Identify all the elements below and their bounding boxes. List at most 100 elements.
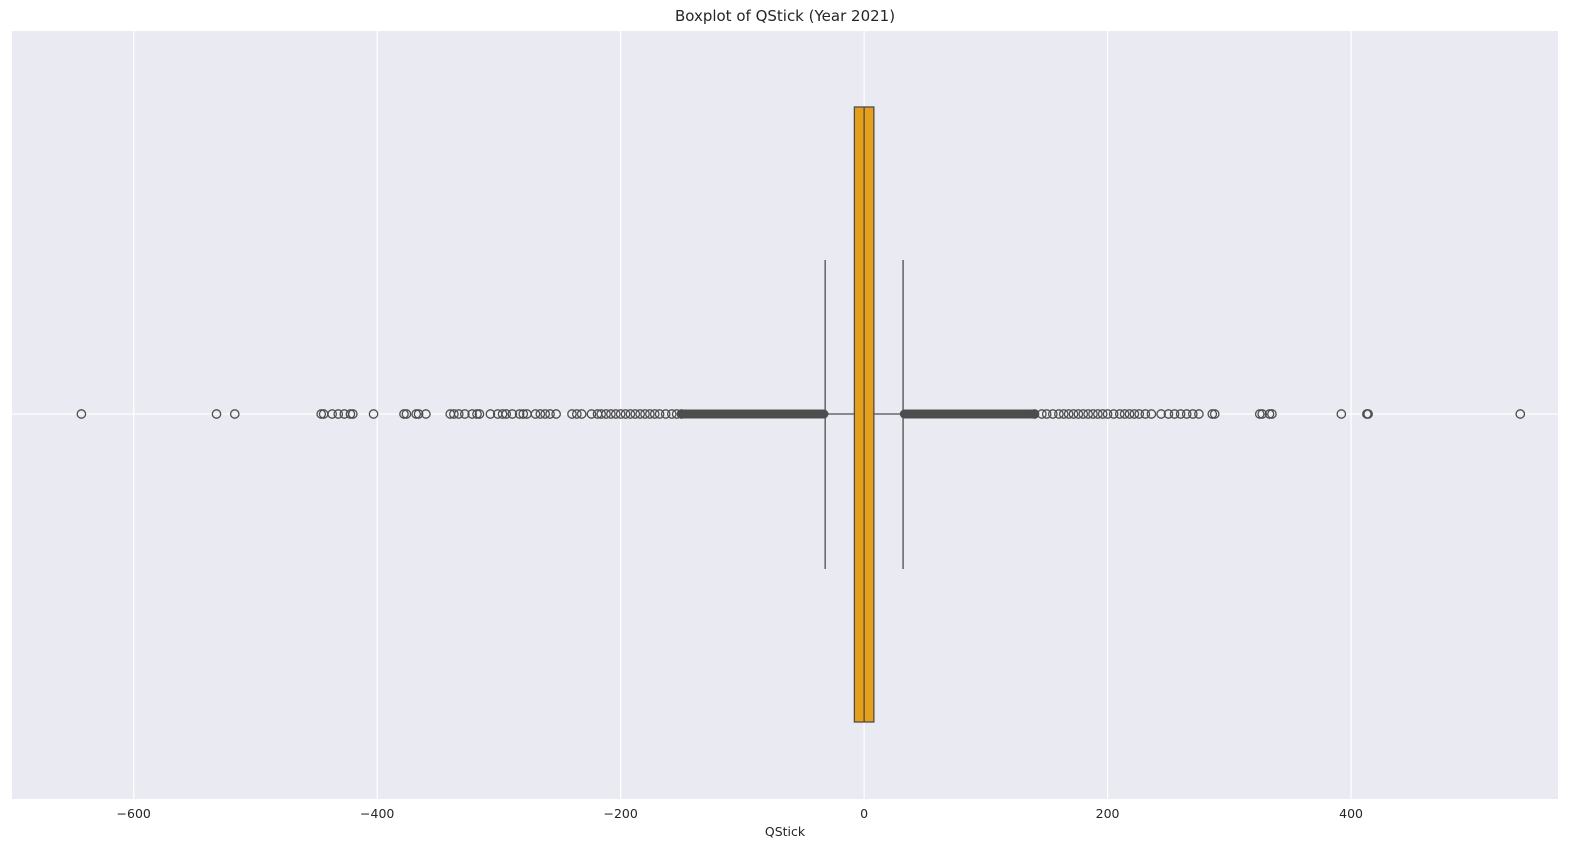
outlier-point: [1124, 409, 1135, 419]
outlier-point: [1169, 409, 1180, 419]
outlier-point: [645, 409, 655, 419]
x-tick-labels: −600 −400 −200 0 200 400: [117, 806, 1363, 821]
outlier-point: [535, 409, 546, 419]
outlier-point: [1175, 409, 1186, 419]
outlier-point: [571, 409, 582, 419]
x-tick-label: −400: [360, 806, 394, 821]
outlier-point: [76, 409, 87, 419]
outlier-point: [453, 409, 464, 419]
outlier-point: [449, 409, 459, 419]
outlier-point: [1187, 409, 1198, 419]
outlier-point: [1264, 409, 1275, 419]
outlier-point: [1363, 409, 1373, 419]
outlier-point: [1102, 409, 1113, 419]
outlier-point: [1257, 409, 1268, 419]
outlier-point: [586, 409, 597, 419]
outlier-point: [474, 409, 485, 419]
outlier-point: [1207, 409, 1218, 419]
outlier-point: [1041, 409, 1052, 419]
outlier-point: [472, 409, 482, 419]
outlier-point: [551, 409, 561, 419]
outlier-point: [1108, 409, 1119, 419]
outlier-point: [345, 409, 356, 419]
outlier-point: [1156, 409, 1167, 419]
outlier-point: [1114, 409, 1125, 419]
outlier-point: [1073, 409, 1084, 419]
outliers: [76, 409, 1526, 419]
outlier-point: [1093, 409, 1103, 419]
outlier-point: [567, 409, 577, 419]
outlier-point: [1336, 409, 1347, 419]
outlier-point: [1254, 409, 1265, 419]
outlier-point: [1163, 409, 1174, 419]
outlier-point: [671, 409, 682, 419]
outlier-point: [1037, 409, 1047, 419]
outlier-point: [596, 409, 607, 419]
outlier-point: [518, 409, 529, 419]
outlier-point: [620, 409, 631, 419]
outlier-point: [327, 409, 338, 419]
outlier-point: [654, 409, 665, 419]
outlier-point: [1267, 409, 1277, 419]
outlier-point: [421, 409, 431, 419]
outlier-point: [1146, 409, 1157, 419]
outlier-point: [1047, 409, 1058, 419]
outlier-point: [666, 409, 677, 419]
outlier-point: [615, 409, 626, 419]
outlier-point: [229, 409, 240, 419]
outlier-point: [1194, 409, 1204, 419]
outlier-point: [348, 409, 358, 419]
outlier-point: [501, 409, 512, 419]
outlier-point: [640, 409, 650, 419]
outlier-point: [1209, 409, 1220, 419]
outlier-point: [411, 409, 422, 419]
outlier-point: [514, 409, 525, 419]
outlier-point: [625, 409, 636, 419]
outlier-point: [211, 409, 222, 419]
outlier-point: [1078, 409, 1089, 419]
x-tick-label: 200: [1096, 806, 1120, 821]
box: [853, 106, 875, 723]
outlier-point: [1063, 409, 1074, 419]
outlier-point: [459, 409, 470, 419]
outlier-point: [507, 409, 518, 419]
outlier-point: [485, 409, 496, 419]
outlier-point: [635, 409, 645, 419]
outlier-point: [660, 409, 671, 419]
outlier-point: [467, 409, 477, 419]
outlier-point: [399, 409, 409, 419]
outlier-point: [333, 409, 344, 419]
outlier-point: [1129, 409, 1140, 419]
outlier-point: [368, 409, 379, 419]
outlier-point: [401, 409, 412, 419]
outlier-point: [1054, 409, 1064, 419]
x-tick-label: −600: [117, 806, 151, 821]
outlier-point: [1181, 409, 1192, 419]
outlier-point: [606, 409, 616, 419]
outlier-point: [1515, 409, 1526, 419]
x-tick-label: 400: [1339, 806, 1363, 821]
outlier-point: [1029, 409, 1040, 419]
outlier-point: [630, 409, 641, 419]
outlier-point: [1134, 409, 1145, 419]
x-tick-label: −200: [603, 806, 637, 821]
outlier-point: [497, 409, 508, 419]
outlier-point: [530, 409, 541, 419]
outlier-point: [1097, 409, 1108, 419]
outlier-point: [413, 409, 424, 419]
outlier-point: [676, 409, 687, 419]
outlier-point: [610, 409, 621, 419]
outlier-point: [1088, 409, 1098, 419]
outlier-point: [1119, 409, 1130, 419]
outlier-point: [1083, 409, 1093, 419]
outlier-point: [601, 409, 611, 419]
outlier-point: [1058, 409, 1069, 419]
outlier-point: [649, 409, 660, 419]
outlier-point: [1068, 409, 1079, 419]
outlier-point: [545, 409, 555, 419]
outlier-point: [576, 409, 587, 419]
outlier-point: [540, 409, 551, 419]
x-axis-label: QStick: [765, 824, 806, 839]
x-tick-label: 0: [860, 806, 868, 821]
